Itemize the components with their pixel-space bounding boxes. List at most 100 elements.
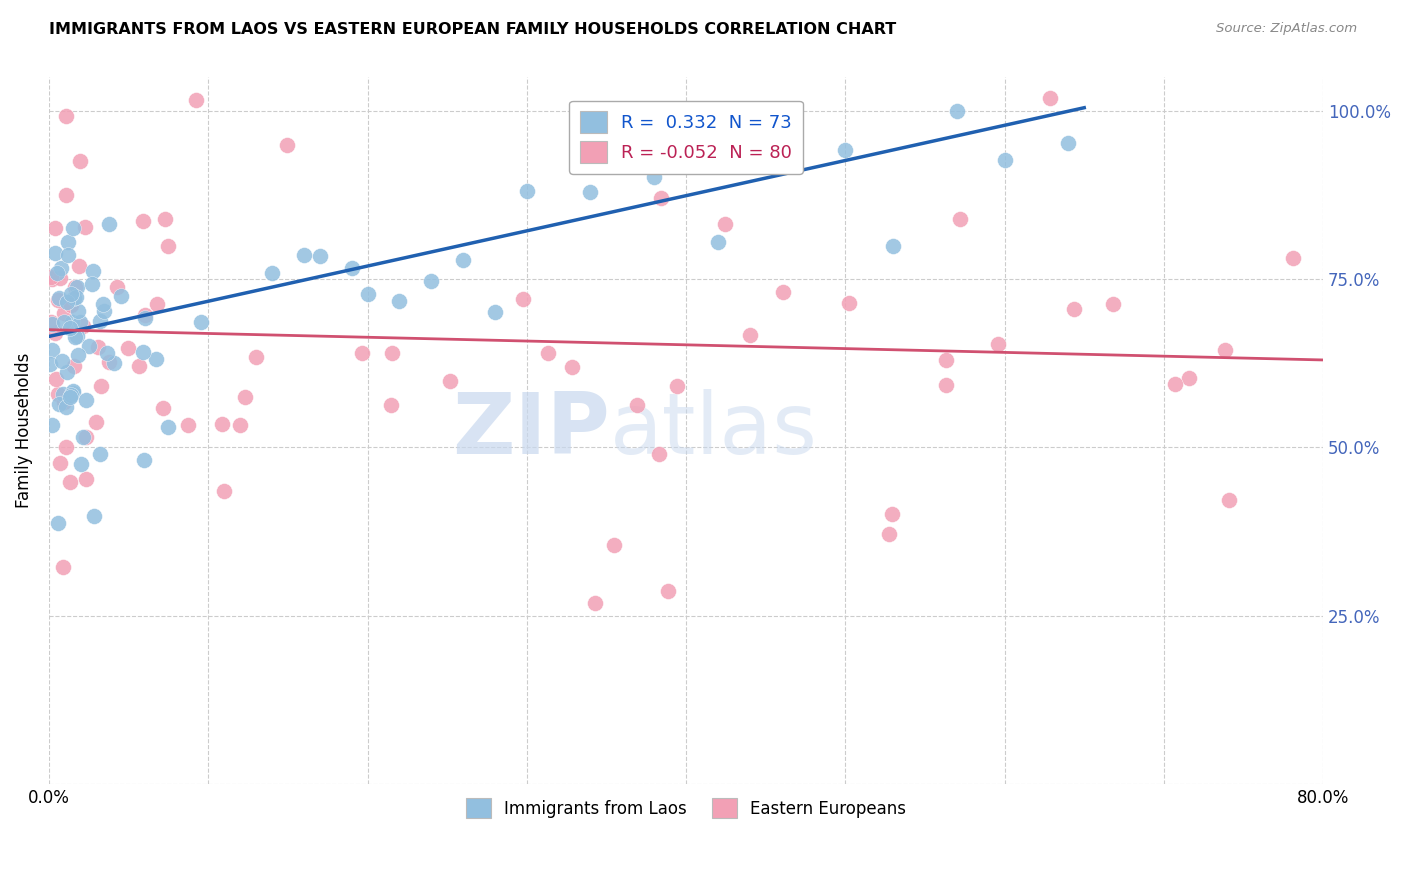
Point: [55, 110, 77, 124]
Point: [132, 213, 155, 227]
Point: [48, 456, 70, 470]
Text: ZIP: ZIP: [451, 389, 610, 472]
Point: [1101, 297, 1123, 311]
Point: [186, 93, 208, 107]
Point: [1178, 371, 1201, 385]
Point: [516, 184, 538, 198]
Point: [772, 285, 794, 299]
Point: [56, 248, 79, 262]
Point: [229, 418, 252, 433]
Point: [128, 359, 150, 373]
Point: [1281, 251, 1303, 265]
Point: [103, 356, 125, 370]
Point: [84, 416, 107, 430]
Point: [152, 401, 174, 416]
Point: [55, 401, 77, 415]
Point: [60, 298, 83, 312]
Point: [89, 447, 111, 461]
Point: [157, 420, 180, 434]
Point: [648, 446, 671, 460]
Point: [1063, 301, 1085, 316]
Point: [380, 398, 402, 412]
Point: [643, 170, 665, 185]
Point: [90, 379, 112, 393]
Point: [41, 343, 63, 357]
Point: [59, 475, 82, 489]
Point: [145, 352, 167, 367]
Point: [838, 296, 860, 310]
Point: [292, 247, 315, 261]
Point: [39, 357, 62, 371]
Point: [276, 138, 298, 153]
Point: [41, 317, 63, 331]
Point: [260, 266, 283, 280]
Point: [39, 315, 62, 329]
Text: IMMIGRANTS FROM LAOS VS EASTERN EUROPEAN FAMILY HOUSEHOLDS CORRELATION CHART: IMMIGRANTS FROM LAOS VS EASTERN EUROPEAN…: [49, 22, 897, 37]
Point: [603, 538, 626, 552]
Point: [946, 104, 969, 119]
Point: [707, 235, 730, 250]
Point: [211, 417, 233, 432]
Point: [60, 388, 83, 402]
Point: [388, 294, 411, 309]
Point: [44, 220, 66, 235]
Point: [134, 453, 156, 467]
Point: [48, 397, 70, 411]
Point: [39, 269, 62, 284]
Y-axis label: Family Households: Family Households: [15, 353, 32, 508]
Point: [245, 350, 267, 364]
Point: [117, 341, 139, 355]
Point: [110, 289, 132, 303]
Point: [77, 339, 100, 353]
Point: [80, 277, 103, 292]
Point: [44, 245, 66, 260]
Point: [56, 365, 79, 379]
Point: [59, 298, 82, 312]
Point: [62, 386, 84, 401]
Point: [51, 260, 73, 275]
Point: [935, 353, 957, 368]
Point: [935, 377, 957, 392]
Point: [75, 392, 97, 407]
Point: [56, 235, 79, 250]
Point: [41, 418, 63, 433]
Point: [75, 472, 97, 486]
Point: [73, 220, 96, 235]
Point: [49, 270, 72, 285]
Point: [439, 374, 461, 388]
Point: [714, 217, 737, 231]
Point: [134, 308, 156, 322]
Point: [46, 516, 69, 530]
Point: [67, 304, 90, 318]
Point: [1163, 376, 1185, 391]
Point: [994, 153, 1017, 167]
Point: [176, 417, 198, 432]
Point: [62, 359, 84, 373]
Point: [65, 328, 87, 343]
Point: [48, 291, 70, 305]
Point: [63, 291, 86, 305]
Point: [69, 154, 91, 169]
Point: [63, 330, 86, 344]
Point: [1213, 343, 1236, 358]
Point: [650, 191, 672, 205]
Point: [579, 185, 602, 199]
Point: [60, 315, 83, 329]
Point: [134, 310, 156, 325]
Point: [352, 345, 374, 359]
Point: [98, 217, 121, 231]
Point: [59, 287, 82, 301]
Point: [1218, 492, 1240, 507]
Point: [561, 359, 583, 374]
Point: [62, 221, 84, 235]
Point: [834, 143, 856, 157]
Point: [83, 508, 105, 523]
Point: [882, 507, 904, 521]
Point: [949, 212, 972, 227]
Point: [44, 326, 66, 340]
Point: [65, 290, 87, 304]
Text: Source: ZipAtlas.com: Source: ZipAtlas.com: [1216, 22, 1357, 36]
Point: [67, 348, 90, 362]
Point: [56, 295, 79, 310]
Legend: Immigrants from Laos, Eastern Europeans: Immigrants from Laos, Eastern Europeans: [460, 791, 912, 825]
